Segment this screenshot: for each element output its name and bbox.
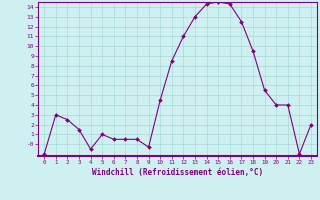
X-axis label: Windchill (Refroidissement éolien,°C): Windchill (Refroidissement éolien,°C) (92, 168, 263, 177)
